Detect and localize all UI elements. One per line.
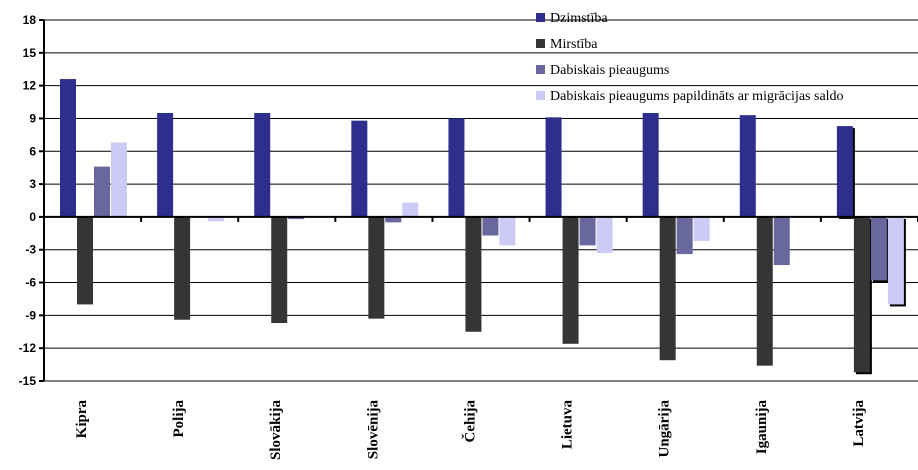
- bar: [499, 216, 516, 246]
- category-label: Latvija: [851, 400, 867, 447]
- bar: [351, 120, 368, 217]
- legend-label: Dzimstība: [550, 11, 608, 26]
- y-tick-label: 3: [29, 177, 36, 191]
- bar: [836, 126, 853, 217]
- legend-label: Mirstība: [550, 37, 598, 52]
- bar: [77, 216, 93, 305]
- category-label: Slovēnija: [365, 400, 381, 460]
- bar: [385, 216, 402, 223]
- y-tick-label: 15: [23, 46, 37, 60]
- bar: [482, 216, 499, 236]
- bar: [111, 142, 127, 217]
- y-tick-label: 9: [29, 111, 36, 125]
- bar: [402, 202, 419, 217]
- legend-label: Dabiskais pieaugums: [550, 63, 669, 78]
- bar: [545, 117, 562, 217]
- bar: [676, 216, 693, 255]
- bar: [642, 112, 659, 217]
- bar: [448, 118, 465, 217]
- y-tick-label: -12: [19, 341, 37, 355]
- bar: [596, 216, 613, 254]
- axes: [39, 19, 918, 382]
- category-label: Čehija: [461, 400, 478, 443]
- y-tick-label: 0: [29, 210, 36, 224]
- bar: [579, 216, 596, 246]
- bars: [60, 79, 906, 375]
- legend-swatch: [536, 91, 545, 100]
- bar: [465, 216, 482, 332]
- bar: [368, 216, 385, 319]
- category-label: Kipra: [74, 400, 90, 439]
- legend-swatch: [536, 65, 545, 74]
- y-tick-label: 6: [29, 144, 36, 158]
- bar: [659, 216, 676, 361]
- bar: [94, 166, 110, 217]
- legend-swatch: [536, 13, 545, 22]
- category-label: Polija: [171, 400, 187, 438]
- legend-swatch: [536, 39, 545, 48]
- bar: [254, 112, 271, 217]
- bar: [562, 216, 579, 344]
- bar: [739, 115, 756, 217]
- category-label: Lietuva: [560, 400, 576, 450]
- bar: [756, 216, 773, 366]
- bar: [271, 216, 288, 324]
- legend-label: Dabiskais pieaugums papildināts ar migrā…: [550, 89, 844, 104]
- bar: [60, 79, 76, 217]
- bar: [288, 216, 305, 220]
- y-tick-label: -9: [25, 308, 36, 322]
- bar: [773, 216, 790, 266]
- bar: [208, 216, 225, 222]
- category-label: Ungārija: [657, 400, 673, 458]
- category-label: Slovākija: [268, 400, 284, 461]
- y-tick-label: -15: [19, 374, 37, 388]
- category-label: Igaunija: [754, 400, 770, 455]
- y-tick-label: 12: [23, 79, 37, 93]
- bar: [174, 216, 191, 320]
- y-tick-label: -6: [25, 276, 36, 290]
- bar: [157, 112, 174, 217]
- category-labels: Kipra Polija Slovākija Slovēnija Čehija Lietu…: [74, 400, 867, 461]
- bar: [870, 216, 887, 281]
- y-tick-labels: 18 15 12 9 6 3 0 -3 -6 -9 -12 -15: [19, 13, 37, 388]
- bar: [853, 216, 870, 373]
- legend: Dzimstība Mirstība Dabiskais pieaugums Dabi…: [536, 11, 844, 104]
- bar: [693, 216, 710, 241]
- y-tick-label: 18: [23, 13, 37, 27]
- y-tick-label: -3: [25, 243, 36, 257]
- bar: [887, 216, 904, 305]
